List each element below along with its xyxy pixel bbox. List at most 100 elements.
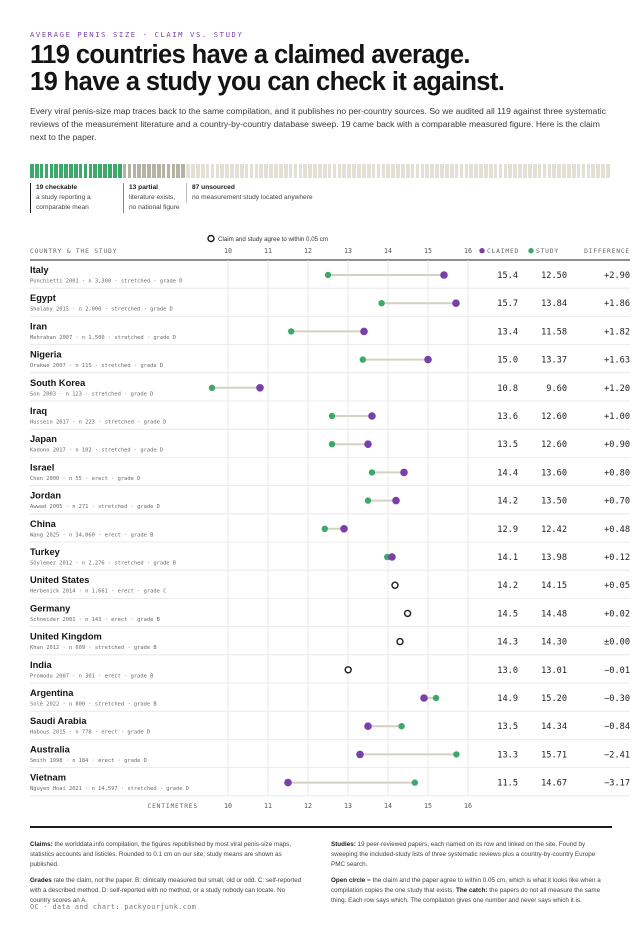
claimed-point — [368, 412, 376, 420]
row-country-united-kingdom: United Kingdom — [30, 632, 102, 642]
strip-cell-unsourced — [396, 164, 400, 178]
strip-cell-checkable — [113, 164, 117, 178]
claimed-value: 14.1 — [497, 553, 518, 563]
row-country-argentina: Argentina — [30, 688, 74, 698]
study-value: 14.15 — [541, 581, 567, 591]
study-point — [432, 694, 440, 702]
difference-value: +0.80 — [604, 468, 630, 478]
credit: OC · data and chart: packyourjunk.com — [30, 903, 197, 911]
row-country-germany: Germany — [30, 603, 71, 613]
strip-cell-unsourced — [269, 164, 273, 178]
study-point — [453, 751, 460, 758]
claimed-value: 13.5 — [497, 722, 518, 732]
study-value: 13.01 — [541, 666, 567, 676]
note-studies: Studies: 19 peer-reviewed papers, each n… — [331, 840, 605, 870]
strip-cell-checkable — [64, 164, 68, 178]
x-tick-bottom-13: 13 — [344, 802, 352, 810]
agree-marker — [396, 637, 404, 646]
strip-cell-checkable — [78, 164, 83, 178]
difference-value: +1.20 — [604, 384, 630, 394]
claimed-value: 14.3 — [497, 638, 518, 648]
strip-cell-unsourced — [303, 164, 308, 178]
strip-cell-unsourced — [347, 164, 352, 178]
study-point — [328, 441, 336, 448]
claimed-point — [364, 722, 372, 730]
note-grades-text: rate the claim, not the paper. B: clinic… — [30, 877, 302, 904]
strip-cell-unsourced — [435, 164, 439, 178]
claimed-value: 13.6 — [497, 412, 518, 422]
row-country-china: China — [30, 519, 57, 529]
strip-cell-unsourced — [410, 164, 415, 178]
difference-value: +0.90 — [604, 440, 630, 450]
strip-cell-unsourced — [274, 164, 278, 178]
strip-cell-unsourced — [484, 164, 488, 178]
study-point — [208, 384, 216, 391]
difference-value: −3.17 — [604, 779, 630, 789]
agree-marker — [344, 666, 352, 674]
strip-cell-unsourced — [371, 164, 376, 178]
row-source-turkey: Söylemez 2012 · n 2,276 · stretched · gr… — [30, 561, 176, 567]
study-point — [328, 412, 336, 420]
strip-cell-checkable — [54, 164, 59, 178]
claimed-value: 13.0 — [497, 666, 518, 676]
row-source-jordan: Awwad 2005 · n 271 · stretched · grade D — [30, 504, 160, 510]
study-point — [359, 356, 366, 363]
strip-cell-unsourced — [567, 164, 571, 178]
strip-cell-partial — [137, 164, 142, 178]
claimed-point — [440, 271, 448, 279]
x-tick-bottom-15: 15 — [424, 802, 432, 810]
strip-cell-unsourced — [352, 164, 356, 178]
study-value: 14.48 — [541, 609, 567, 619]
difference-value: +1.82 — [604, 327, 630, 337]
row-country-iraq: Iraq — [30, 406, 47, 416]
x-tick-top-14: 14 — [384, 247, 392, 255]
row-source-iran: Mehraban 2007 · n 1,500 · stretched · gr… — [30, 335, 176, 341]
row-source-china: Wang 2025 · n 34,060 · erect · grade B — [30, 532, 153, 538]
strip-cell-unsourced — [576, 164, 581, 178]
strip-cell-unsourced — [498, 164, 503, 178]
difference-value: +1.00 — [604, 412, 630, 422]
claimed-value: 13.3 — [497, 750, 518, 760]
study-value: 12.50 — [541, 271, 567, 281]
strip-cell-unsourced — [518, 164, 522, 178]
strip-cell-unsourced — [562, 164, 566, 178]
strip-cell-unsourced — [308, 164, 312, 178]
strip-cell-unsourced — [205, 164, 210, 178]
strip-cell-partial — [176, 164, 181, 178]
strip-cell-unsourced — [440, 164, 444, 178]
row-source-india: Promodu 2007 · n 301 · erect · grade B — [30, 673, 153, 679]
claimed-point — [256, 384, 264, 392]
strip-cell-checkable — [98, 164, 103, 178]
row-source-nigeria: Orakwe 2007 · n 115 · stretched · grade … — [30, 363, 163, 369]
study-point — [411, 779, 418, 786]
strip-cell-unsourced — [264, 164, 269, 178]
study-legend-dot — [528, 248, 534, 254]
strip-cell-unsourced — [571, 164, 576, 178]
country-coverage-strip — [30, 164, 611, 178]
column-header-country: COUNTRY & THE STUDY — [30, 248, 117, 255]
note-studies-text: 19 peer-reviewed papers, each named on i… — [331, 841, 596, 868]
row-source-australia: Smith 1998 · n 184 · erect · grade D — [30, 758, 147, 764]
strip-cell-unsourced — [591, 164, 596, 178]
row-source-vietnam: Nguyen Hoai 2021 · n 14,597 · stretched … — [30, 786, 189, 792]
segment-checkable-desc-2: comparable mean — [36, 204, 89, 211]
difference-value: +2.90 — [604, 271, 630, 281]
row-country-jordan: Jordan — [30, 491, 61, 501]
strip-cell-checkable — [44, 164, 49, 178]
study-value: 15.20 — [541, 694, 567, 704]
column-header-study: STUDY — [536, 248, 559, 255]
claimed-value: 14.2 — [497, 497, 518, 507]
strip-cell-unsourced — [449, 164, 454, 178]
strip-cell-checkable — [93, 164, 98, 178]
x-tick-bottom-12: 12 — [304, 802, 312, 810]
study-point — [378, 300, 385, 307]
strip-cell-unsourced — [420, 164, 425, 178]
strip-cell-unsourced — [513, 164, 518, 178]
row-source-egypt: Shalaby 2015 · n 2,000 · stretched · gra… — [30, 307, 173, 313]
strip-cell-checkable — [73, 164, 78, 178]
row-source-united-kingdom: Khan 2012 · n 609 · stretched · grade B — [30, 645, 157, 651]
strip-cell-partial — [127, 164, 132, 178]
strip-cell-checkable — [88, 164, 93, 178]
study-value: 12.42 — [541, 525, 567, 535]
strip-cell-partial — [152, 164, 156, 178]
